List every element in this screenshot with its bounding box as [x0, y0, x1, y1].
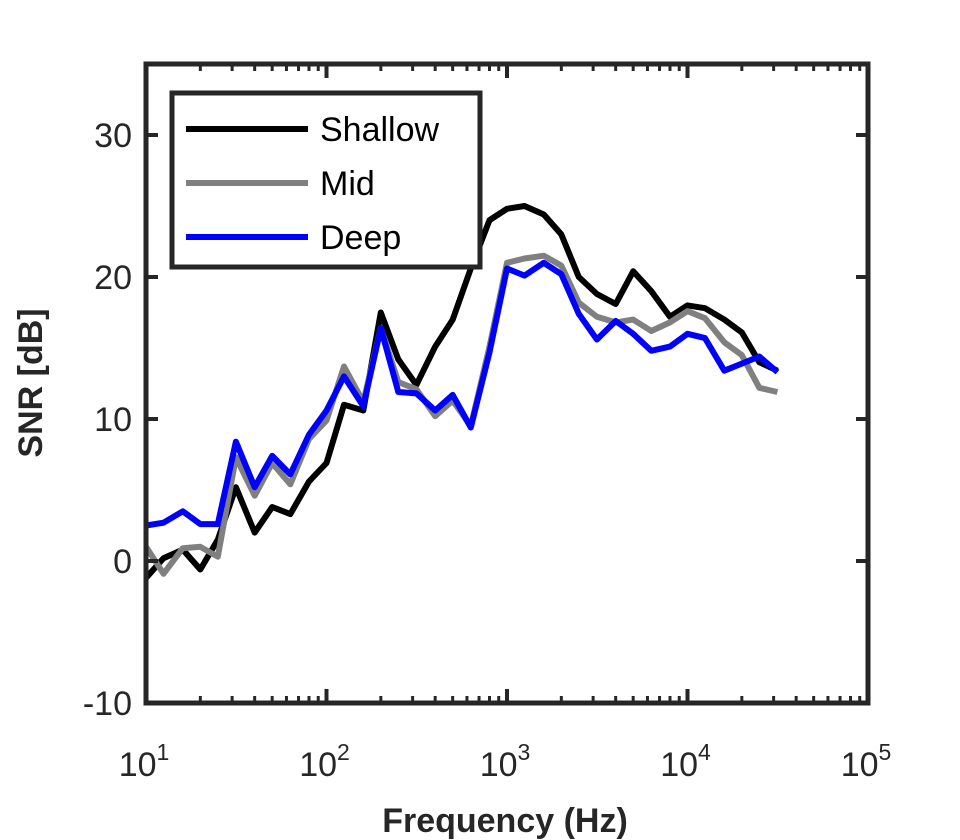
x-tick-label: 104 — [660, 739, 711, 784]
plot-lines — [143, 203, 780, 580]
y-tick-label: 20 — [94, 259, 132, 297]
x-tick-label-base: 10 — [119, 746, 157, 784]
x-tick-label: 103 — [480, 739, 531, 784]
legend-label: Shallow — [320, 111, 440, 149]
series-line-shallow — [143, 203, 779, 580]
x-tick-label-base: 10 — [480, 746, 518, 784]
x-tick-label-exponent: 2 — [337, 739, 350, 765]
y-tick-label: -10 — [83, 685, 132, 723]
legend-label: Deep — [320, 219, 401, 257]
x-tick-label-base: 10 — [299, 746, 337, 784]
y-tick-label: 30 — [94, 117, 132, 155]
y-tick-label: 10 — [94, 401, 132, 439]
x-tick-label-exponent: 4 — [698, 739, 711, 765]
x-tick-label-exponent: 1 — [157, 739, 170, 765]
x-tick-label: 105 — [841, 739, 892, 784]
x-tick-label-exponent: 5 — [879, 739, 892, 765]
y-axis-label: SNR [dB] — [12, 308, 50, 457]
legend-label: Mid — [320, 165, 375, 203]
x-tick-label-exponent: 3 — [518, 739, 531, 765]
y-tick-label: 0 — [113, 543, 132, 581]
x-tick-label: 101 — [119, 739, 170, 784]
x-tick-label-base: 10 — [841, 746, 879, 784]
series-line-deep — [145, 259, 780, 529]
x-tick-label: 102 — [299, 739, 350, 784]
legend: Shallow Mid Deep — [169, 90, 483, 270]
x-tick-label-base: 10 — [660, 746, 698, 784]
x-axis-label: Frequency (Hz) — [382, 802, 628, 840]
